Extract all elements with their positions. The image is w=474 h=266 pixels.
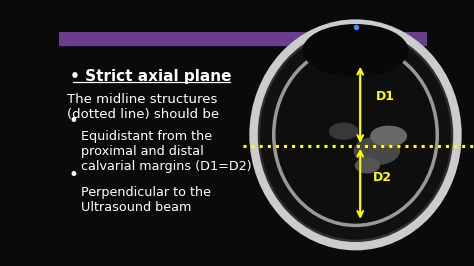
Ellipse shape <box>371 126 406 146</box>
Text: The midline structures
(dotted line) should be: The midline structures (dotted line) sho… <box>66 93 219 121</box>
Ellipse shape <box>250 26 461 244</box>
Ellipse shape <box>349 128 362 141</box>
Ellipse shape <box>356 158 379 173</box>
Ellipse shape <box>309 87 402 183</box>
Ellipse shape <box>290 67 421 202</box>
Ellipse shape <box>261 31 450 239</box>
Ellipse shape <box>354 137 399 164</box>
Ellipse shape <box>315 93 396 177</box>
Ellipse shape <box>259 35 452 235</box>
Ellipse shape <box>253 29 458 241</box>
Ellipse shape <box>274 51 437 218</box>
Ellipse shape <box>300 77 411 193</box>
Ellipse shape <box>343 122 368 148</box>
Ellipse shape <box>272 48 439 222</box>
Ellipse shape <box>284 61 427 209</box>
Ellipse shape <box>318 96 393 173</box>
Ellipse shape <box>302 80 409 189</box>
Ellipse shape <box>265 42 446 228</box>
Text: •: • <box>68 112 78 130</box>
Ellipse shape <box>287 64 424 206</box>
Ellipse shape <box>296 74 415 196</box>
Ellipse shape <box>262 39 449 231</box>
Text: • Strict axial plane: • Strict axial plane <box>70 69 232 84</box>
Ellipse shape <box>328 106 383 164</box>
Ellipse shape <box>337 116 374 154</box>
Ellipse shape <box>278 55 433 215</box>
Text: D1: D1 <box>375 90 395 103</box>
Ellipse shape <box>293 70 418 199</box>
Ellipse shape <box>324 103 387 167</box>
Bar <box>59 32 427 45</box>
Ellipse shape <box>277 48 434 222</box>
Text: Equidistant from the
proximal and distal
calvarial margins (D1=D2): Equidistant from the proximal and distal… <box>82 130 252 173</box>
Text: D2: D2 <box>373 171 392 184</box>
Ellipse shape <box>303 25 408 76</box>
Ellipse shape <box>334 112 377 157</box>
Ellipse shape <box>268 45 443 225</box>
Ellipse shape <box>306 84 405 186</box>
Ellipse shape <box>330 109 381 161</box>
Ellipse shape <box>281 58 430 212</box>
Ellipse shape <box>312 90 399 180</box>
Text: Perpendicular to the
Ultrasound beam: Perpendicular to the Ultrasound beam <box>82 186 211 214</box>
Ellipse shape <box>346 125 365 144</box>
Ellipse shape <box>340 119 371 151</box>
Ellipse shape <box>352 132 359 138</box>
Ellipse shape <box>329 123 358 139</box>
Ellipse shape <box>321 99 390 170</box>
Text: •: • <box>68 166 78 184</box>
Ellipse shape <box>256 32 455 238</box>
